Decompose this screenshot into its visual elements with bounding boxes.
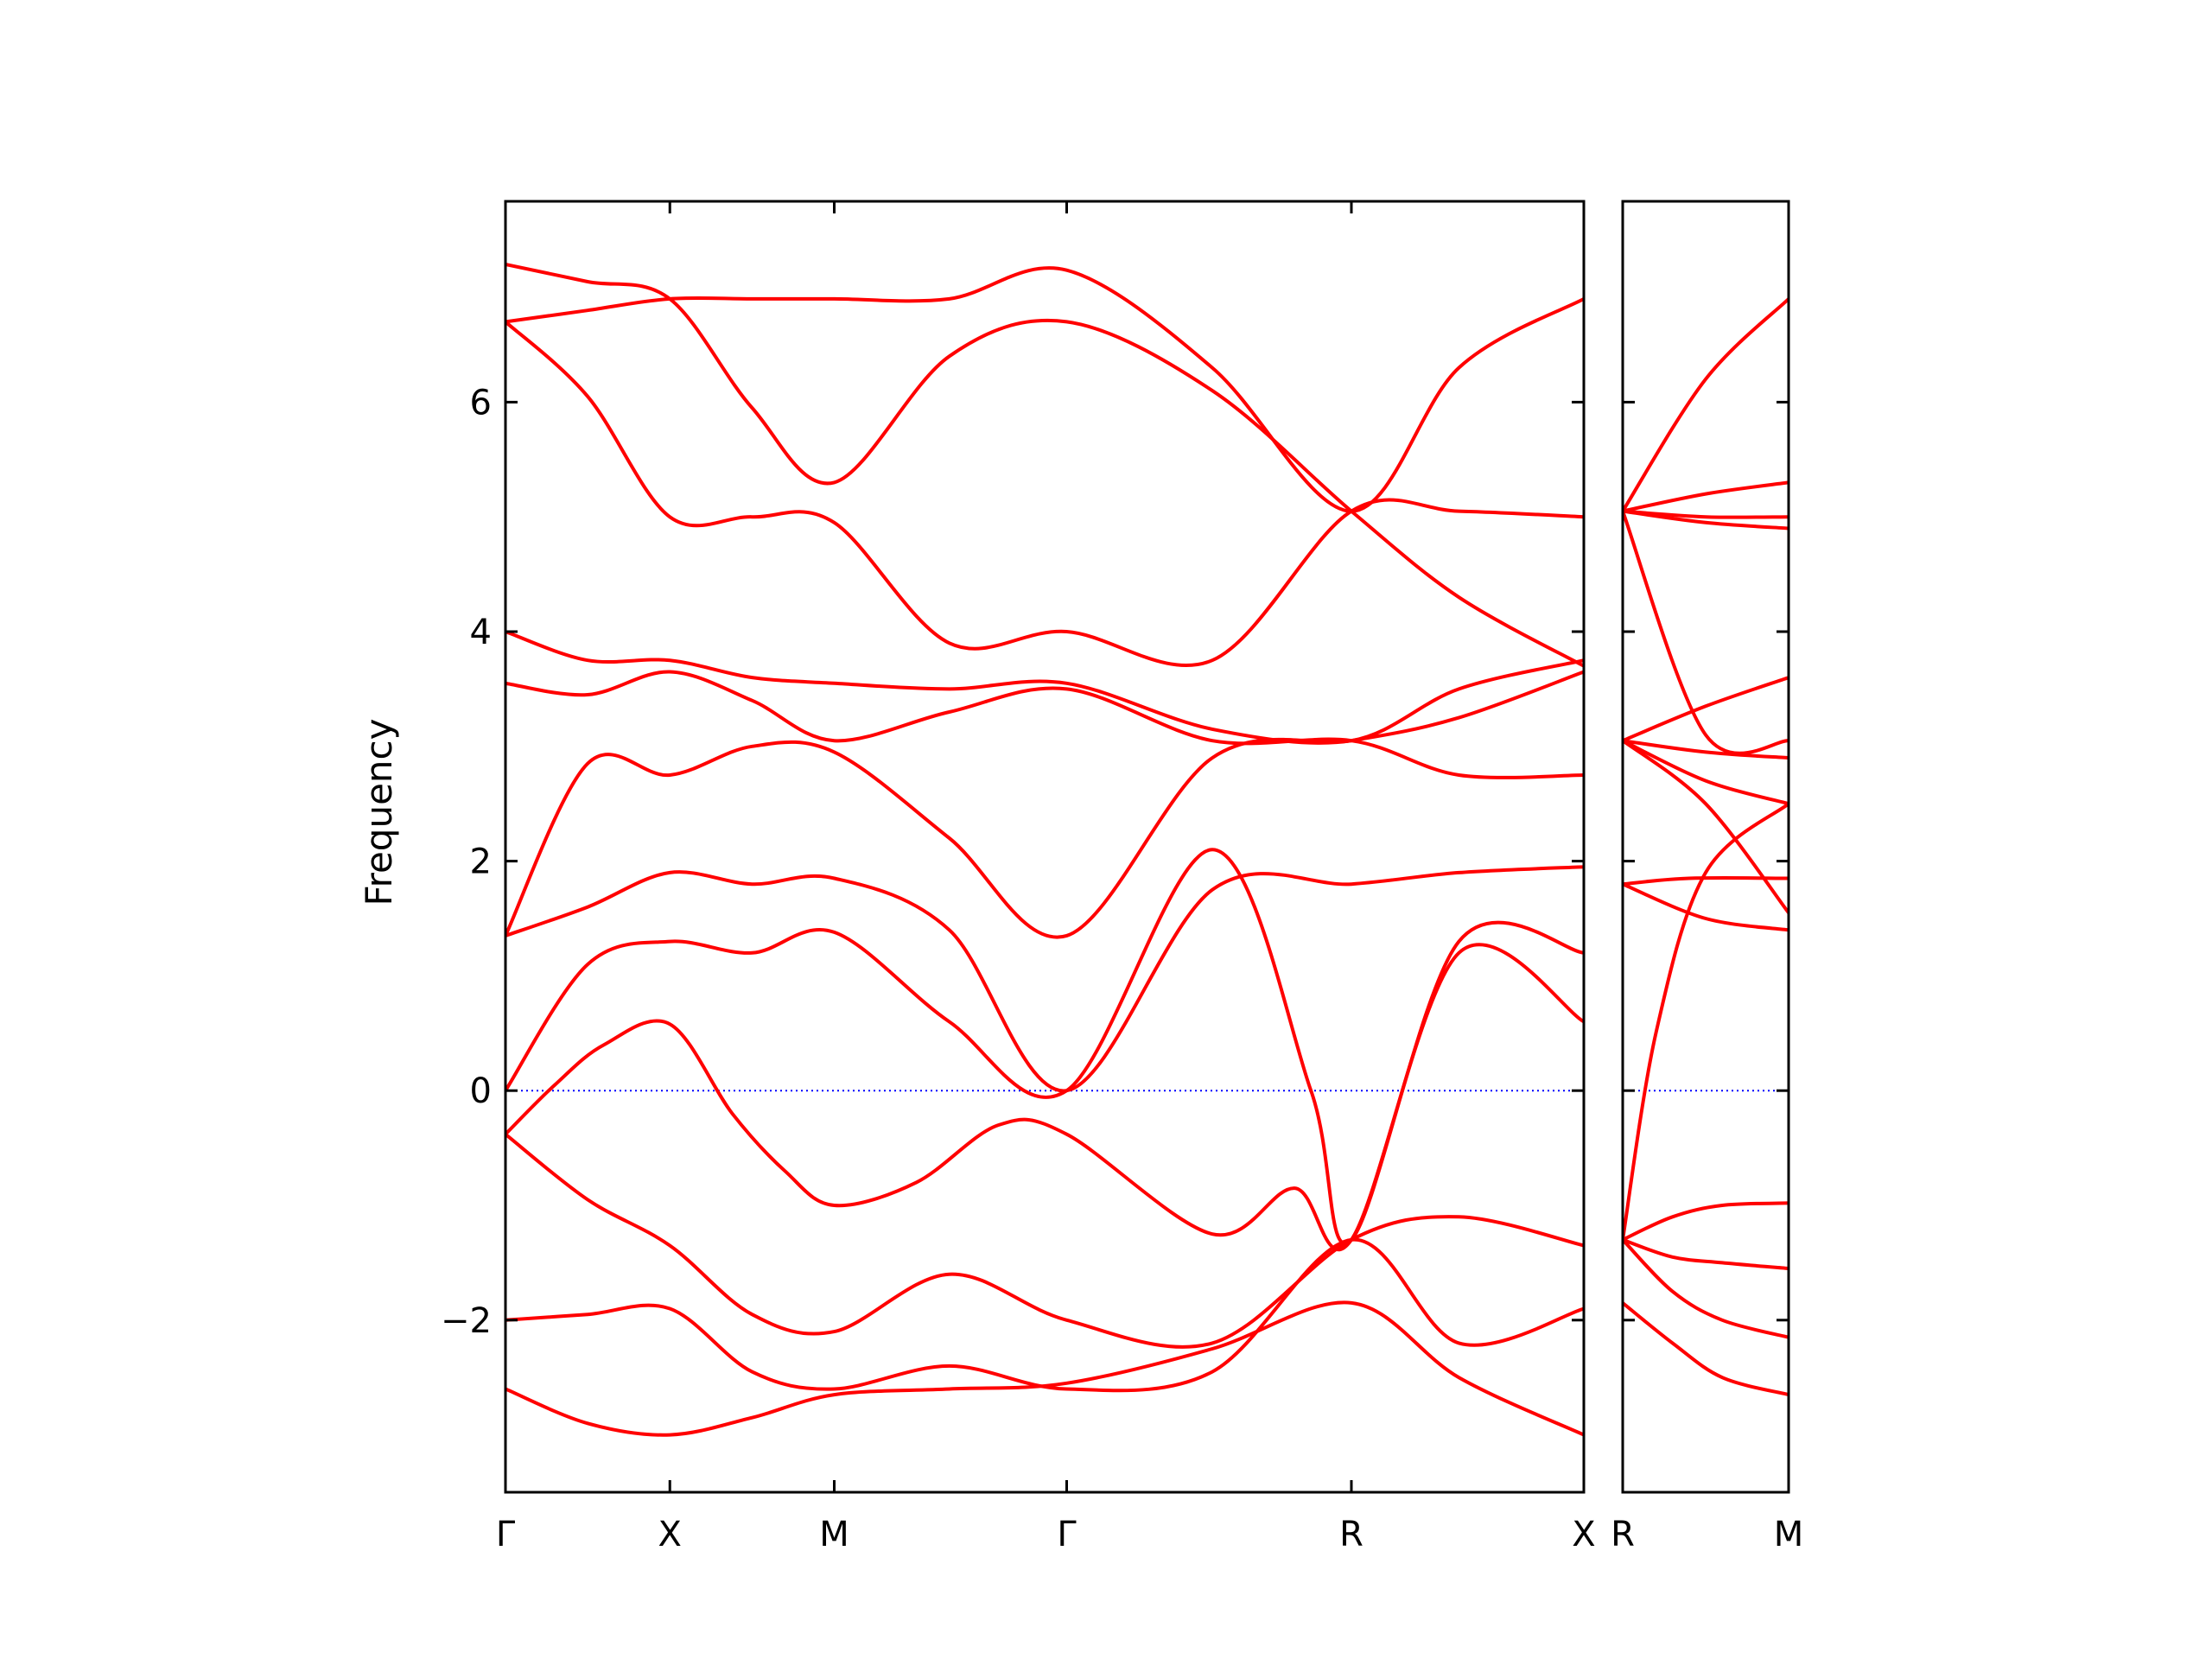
band-8 [1623,739,1789,915]
band-14 [1623,509,1789,519]
bands [505,263,1584,1437]
band-7 [1623,882,1789,932]
x-tick-label: X [658,1515,682,1554]
band-6 [505,865,1584,1093]
band-5 [1623,802,1789,1242]
band-2 [505,1237,1584,1393]
band-10 [1623,739,1789,760]
y-axis-label: Frequency [358,719,400,906]
x-tick-label: X [1572,1515,1595,1554]
band-11 [1623,676,1789,743]
band-3 [505,1132,1584,1349]
band-5 [505,848,1584,1245]
band-4 [1623,1201,1789,1242]
y-tick-label: 2 [470,842,492,882]
y-tick-label: 4 [470,613,492,652]
y-tick-label: 6 [470,383,492,423]
x-tick-label: R [1611,1515,1635,1554]
axes-frame [504,200,1586,1494]
band-10 [505,320,1584,667]
band-1 [505,1300,1584,1437]
band-2 [1623,1237,1789,1339]
band-12 [1623,509,1789,755]
band-16 [1623,296,1789,513]
band-12 [505,263,1584,668]
axes-frame [1621,200,1790,1494]
band-9 [505,630,1584,745]
band-3 [1623,1237,1789,1270]
band-8 [505,670,1584,779]
band-15 [1623,480,1789,513]
y-tick-label: −2 [441,1301,492,1341]
band-1 [1623,1300,1789,1397]
panel-main: Γ X M Γ R X −2 0 2 4 6 [441,200,1596,1554]
x-tick-label: M [1774,1515,1804,1554]
y-tick-label: 0 [470,1071,492,1111]
band-7 [505,670,1584,939]
x-tick-label: R [1339,1515,1363,1554]
x-tick-label: Γ [1057,1515,1077,1554]
bands [1623,296,1789,1397]
band-6 [1623,876,1789,887]
x-tick-label: M [819,1515,849,1554]
band-11 [505,266,1584,513]
x-tick-label: Γ [496,1515,516,1554]
band-9 [1623,739,1789,806]
